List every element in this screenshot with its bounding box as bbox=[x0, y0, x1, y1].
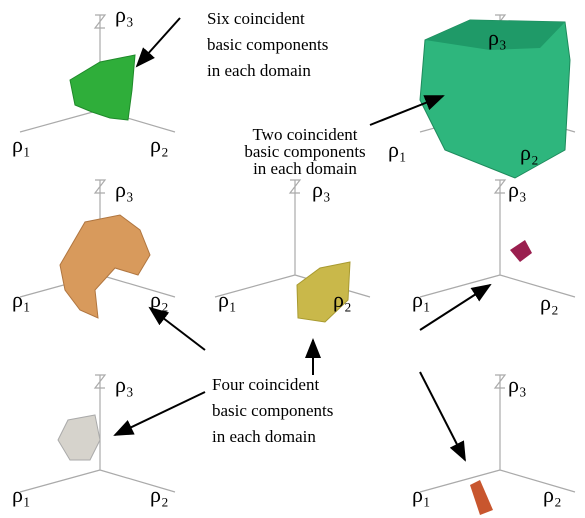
axis-label: ρ₁ bbox=[388, 137, 407, 162]
axis-label: ρ₃ bbox=[488, 25, 507, 50]
axis-label: ρ₃ bbox=[115, 372, 134, 397]
arrow bbox=[150, 308, 205, 350]
axis-label: ρ₃ bbox=[508, 372, 527, 397]
annotation: in each domain bbox=[212, 427, 316, 446]
figure: ρ₁ ρ₂ ρ₃ ρ₁ ρ₂ ρ₃ ρ₁ ρ₂ ρ₃ ρ₁ ρ₂ ρ₃ ρ₁ ρ₂ ρ₃ ρ₁ ρ₂ ρ₃ ρ₁ ρ₂… bbox=[0, 0, 585, 518]
arrow bbox=[420, 372, 465, 460]
axes bbox=[420, 375, 575, 492]
purple-shape bbox=[510, 240, 532, 262]
grey-shape bbox=[58, 415, 100, 460]
axis-label: ρ₂ bbox=[543, 482, 562, 507]
axis-label: ρ₁ bbox=[12, 132, 31, 157]
axis-label: ρ₂ bbox=[540, 290, 559, 315]
axis-label: ρ₃ bbox=[508, 177, 527, 202]
axis-label: ρ₂ bbox=[150, 482, 169, 507]
axis-label: ρ₃ bbox=[115, 177, 134, 202]
annotation: Six coincident bbox=[207, 9, 305, 28]
axis-label: ρ₂ bbox=[150, 132, 169, 157]
annotation: in each domain bbox=[253, 159, 357, 178]
axis-label: ρ₃ bbox=[312, 177, 331, 202]
red-shape bbox=[470, 480, 493, 515]
axis-label: ρ₁ bbox=[12, 482, 31, 507]
annotation: basic components bbox=[212, 401, 333, 420]
axis-label: ρ₃ bbox=[115, 2, 134, 27]
axis-label: ρ₁ bbox=[412, 287, 431, 312]
axis-label: ρ₂ bbox=[520, 140, 539, 165]
annotation: in each domain bbox=[207, 61, 311, 80]
orange-shape bbox=[60, 215, 150, 318]
annotation: Four coincident bbox=[212, 375, 319, 394]
axes bbox=[420, 180, 575, 297]
axis-label: ρ₂ bbox=[150, 287, 169, 312]
annotation: basic components bbox=[207, 35, 328, 54]
arrow bbox=[115, 392, 205, 435]
axis-label: ρ₁ bbox=[12, 287, 31, 312]
green-shape bbox=[70, 55, 135, 120]
axis-label: ρ₂ bbox=[333, 287, 352, 312]
axis-label: ρ₁ bbox=[218, 287, 237, 312]
axis-label: ρ₁ bbox=[412, 482, 431, 507]
arrow bbox=[137, 18, 180, 66]
